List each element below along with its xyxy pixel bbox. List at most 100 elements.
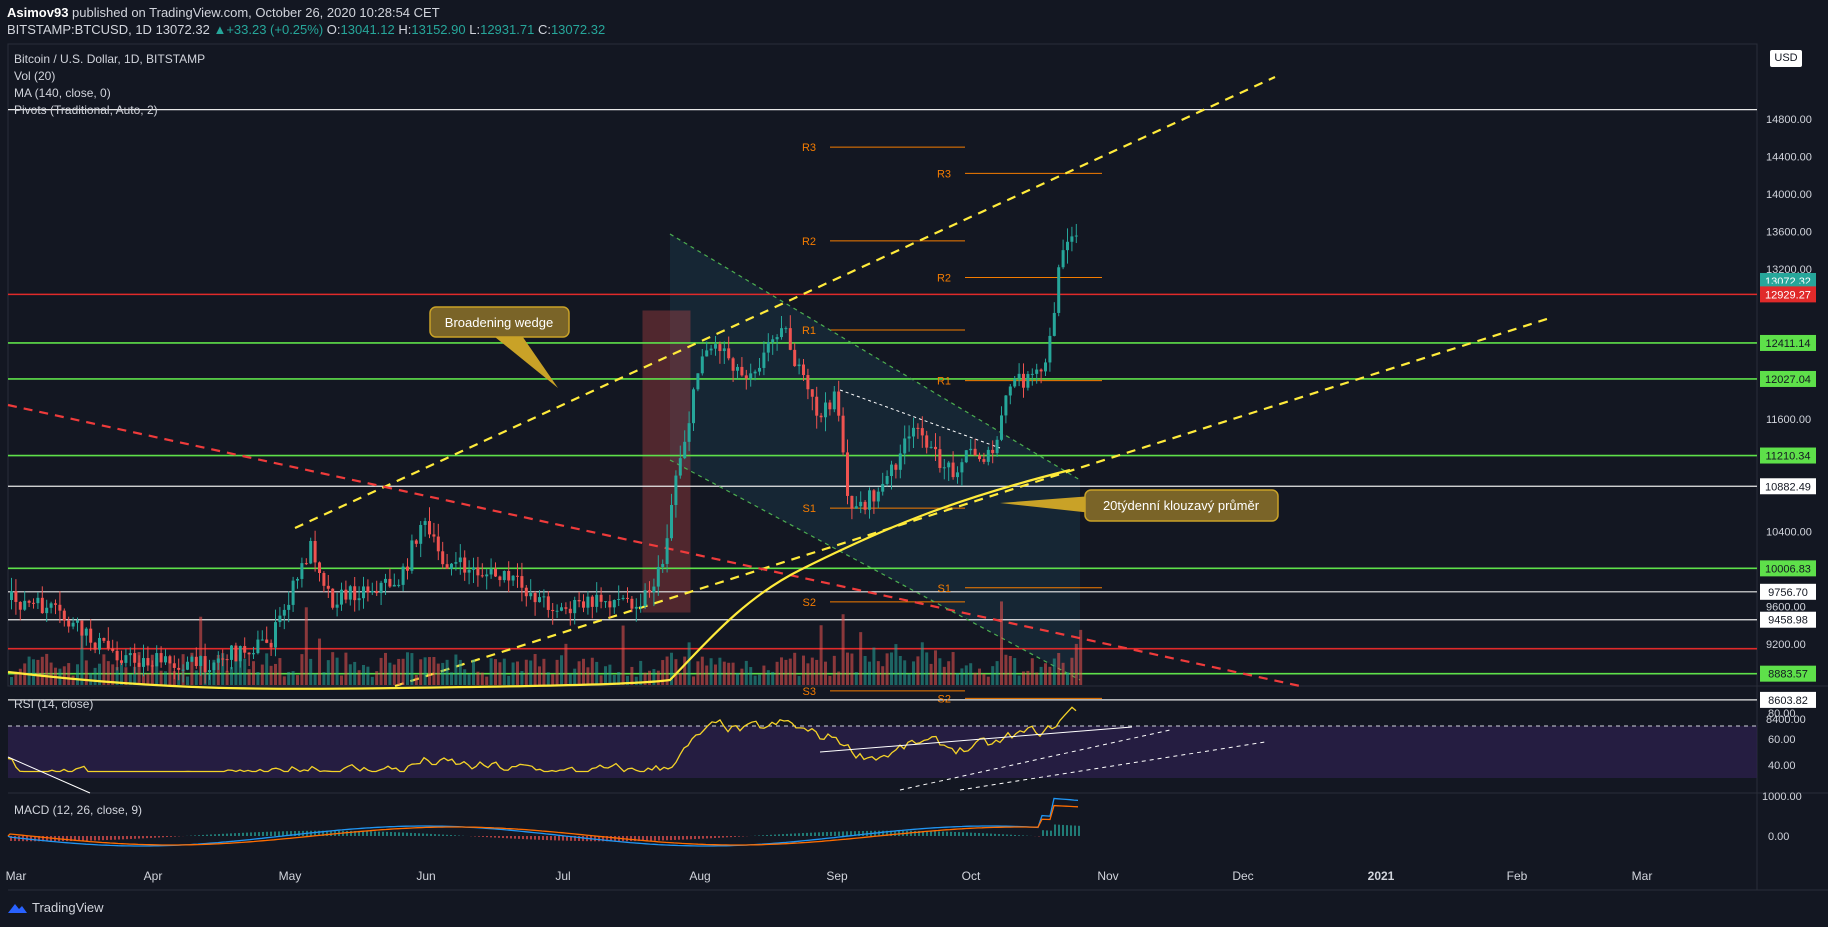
volume-bar	[898, 655, 902, 685]
macd-histogram-bar	[978, 833, 980, 836]
macd-histogram-bar	[610, 836, 612, 842]
candle-body	[274, 622, 277, 648]
candle-body	[480, 575, 484, 577]
pivot-label: S2	[803, 597, 816, 609]
volume-bar	[410, 653, 414, 685]
candle-body	[934, 446, 937, 450]
macd-histogram-bar	[682, 836, 684, 840]
candle-body	[573, 599, 577, 614]
callout-pointer	[490, 333, 558, 388]
macd-histogram-bar	[210, 834, 212, 836]
candle-body	[278, 615, 282, 623]
time-tick: Jul	[555, 869, 570, 883]
time-tick: Apr	[144, 869, 163, 883]
volume-legend[interactable]: Vol (20)	[14, 69, 56, 83]
volume-bar	[67, 663, 71, 685]
volume-bar	[84, 660, 88, 685]
volume-bar	[832, 655, 836, 685]
candle-body	[1052, 312, 1056, 336]
macd-histogram-bar	[446, 834, 448, 836]
macd-histogram-bar	[886, 830, 888, 836]
ma-legend[interactable]: MA (140, close, 0)	[14, 86, 111, 100]
candle-body	[863, 501, 867, 510]
macd-histogram-bar	[166, 836, 168, 838]
macd-histogram-bar	[734, 836, 736, 837]
candle-body	[159, 653, 163, 663]
time-tick: Nov	[1097, 869, 1118, 883]
candle-body	[221, 658, 225, 660]
volume-bar	[375, 671, 379, 685]
pivots-legend[interactable]: Pivots (Traditional, Auto, 2)	[14, 103, 158, 117]
time-tick: Dec	[1232, 869, 1253, 883]
candle-body	[722, 348, 726, 352]
candle-body	[612, 599, 616, 608]
candle-body	[252, 653, 255, 655]
volume-bar	[995, 661, 999, 685]
candle-body	[542, 596, 546, 598]
macd-histogram-bar	[198, 835, 200, 836]
candle-body	[208, 670, 211, 673]
macd-histogram-bar	[578, 836, 580, 841]
macd-histogram-bar	[138, 836, 140, 839]
time-tick: Feb	[1507, 869, 1528, 883]
macd-histogram-bar	[710, 836, 712, 839]
volume-bar	[678, 672, 682, 685]
rsi-band	[8, 726, 1757, 778]
volume-bar	[168, 659, 172, 685]
macd-histogram-bar	[794, 833, 796, 836]
macd-histogram-bar	[1014, 834, 1016, 836]
volume-bar	[291, 671, 295, 685]
macd-histogram-bar	[758, 835, 760, 836]
candle-body	[859, 501, 863, 507]
volume-bar	[1057, 652, 1061, 685]
volume-bar	[850, 653, 854, 685]
close-value: 13072.32	[550, 22, 606, 37]
macd-legend[interactable]: MACD (12, 26, close, 9)	[14, 803, 143, 817]
macd-histogram-bar	[226, 833, 228, 836]
tradingview-logo[interactable]: TradingView	[6, 900, 104, 915]
volume-bar	[753, 675, 757, 685]
macd-histogram-bar	[654, 836, 656, 841]
volume-bar	[142, 673, 145, 685]
volume-bar	[1035, 672, 1039, 685]
candle-body	[670, 504, 673, 539]
candle-body	[392, 584, 396, 587]
macd-histogram-bar	[110, 836, 112, 840]
candle-body	[410, 540, 414, 571]
macd-histogram-bar	[926, 831, 928, 836]
volume-bar	[634, 676, 638, 685]
macd-histogram-bar	[394, 832, 396, 836]
macd-histogram-bar	[730, 836, 732, 838]
candle-body	[819, 415, 823, 418]
volume-bar	[1061, 662, 1065, 685]
volume-bar	[89, 672, 93, 685]
series-title[interactable]: Bitcoin / U.S. Dollar, 1D, BITSTAMP	[14, 52, 206, 66]
volume-bar	[780, 657, 783, 685]
volume-bar	[683, 656, 687, 685]
volume-bar	[432, 656, 436, 685]
candle-body	[872, 490, 876, 502]
currency-badge[interactable]: USD	[1770, 50, 1802, 67]
candle-body	[344, 589, 348, 600]
volume-bar	[62, 666, 66, 685]
volume-bar	[876, 661, 880, 685]
rsi-legend[interactable]: RSI (14, close)	[14, 697, 94, 711]
volume-bar	[674, 659, 678, 685]
volume-bar	[907, 673, 911, 685]
macd-histogram-bar	[254, 832, 256, 836]
macd-histogram-bar	[834, 831, 836, 836]
volume-bar	[366, 666, 370, 685]
candle-body	[740, 366, 744, 376]
candle-body	[230, 645, 233, 660]
volume-bar	[40, 656, 44, 685]
candle-body	[366, 586, 370, 593]
volume-bar	[98, 663, 101, 685]
candle-body	[982, 459, 986, 462]
macd-histogram-bar	[318, 830, 320, 836]
price-badge	[1760, 334, 1816, 351]
macd-histogram-bar	[534, 836, 536, 840]
candle-body	[36, 597, 40, 604]
candle-body	[956, 472, 959, 478]
volume-bar	[546, 672, 550, 685]
